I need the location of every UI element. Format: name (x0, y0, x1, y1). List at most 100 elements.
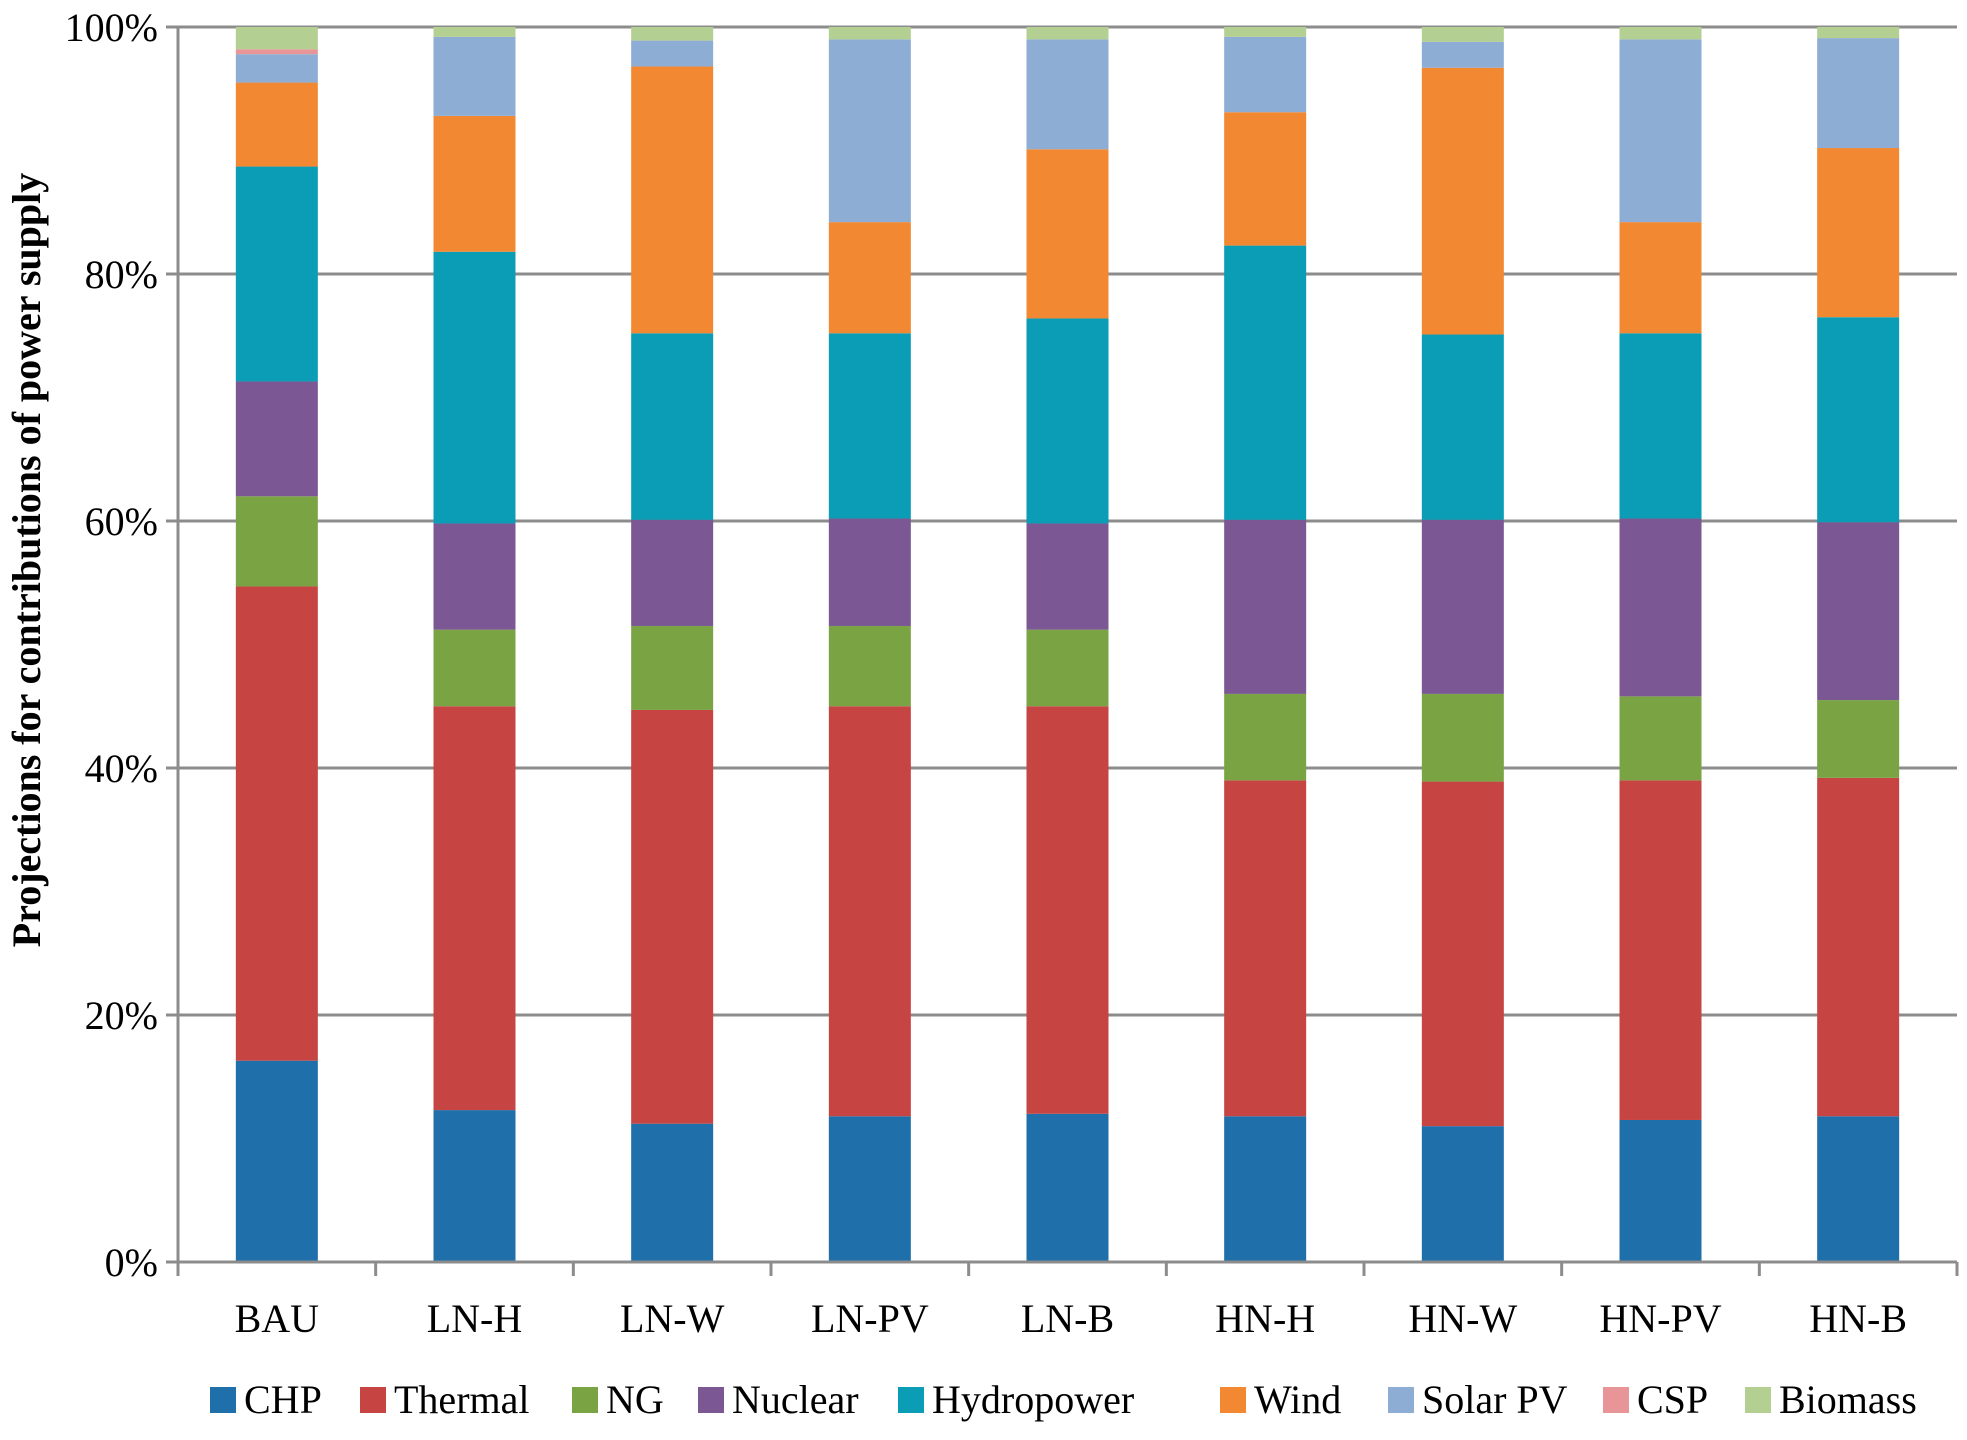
bar-ln-w-wind (631, 66, 714, 334)
legend-swatch-csp (1603, 1387, 1629, 1413)
x-label-ln-pv: LN-PV (811, 1296, 929, 1341)
bar-hn-pv-biomass (1619, 27, 1702, 40)
bar-ln-w-hydropower (631, 333, 714, 520)
bar-bau-solar-pv (235, 54, 318, 83)
bar-ln-h-wind (433, 115, 516, 252)
legend-label-chp: CHP (244, 1377, 322, 1422)
x-label-bau: BAU (235, 1296, 320, 1341)
legend-item-hydropower: Hydropower (898, 1377, 1134, 1422)
bar-ln-w-nuclear (631, 519, 714, 626)
y-tick-label-20: 20% (85, 993, 158, 1038)
legend: CHP Thermal NG Nuclear Hydropower Wind Solar P… (210, 1377, 1917, 1422)
legend-swatch-chp (210, 1387, 236, 1413)
bar-hn-h-biomass (1224, 27, 1307, 37)
y-tick-label-0: 0% (105, 1240, 158, 1285)
bar-bau-hydropower (235, 166, 318, 382)
bar-hn-h-solar-pv (1224, 36, 1307, 113)
bar-stack-hn-b (1817, 27, 1900, 1262)
bar-stack-ln-w (631, 27, 714, 1262)
bar-ln-b-chp (1026, 1113, 1109, 1262)
bar-ln-b-biomass (1026, 27, 1109, 40)
bar-hn-pv-wind (1619, 222, 1702, 334)
bar-hn-b-thermal (1817, 777, 1900, 1117)
x-label-ln-b: LN-B (1021, 1296, 1114, 1341)
bar-hn-h-ng (1224, 693, 1307, 781)
bar-hn-w-solar-pv (1421, 41, 1504, 68)
legend-label-csp: CSP (1637, 1377, 1708, 1422)
bar-hn-h-nuclear (1224, 519, 1307, 694)
legend-label-biomass: Biomass (1779, 1377, 1917, 1422)
y-tick-label-80: 80% (85, 252, 158, 297)
legend-label-thermal: Thermal (394, 1377, 530, 1422)
bar-hn-w-chp (1421, 1126, 1504, 1262)
x-label-hn-pv: HN-PV (1599, 1296, 1721, 1341)
x-label-hn-b: HN-B (1809, 1296, 1907, 1341)
bar-ln-pv-nuclear (828, 518, 911, 626)
bar-hn-h-hydropower (1224, 245, 1307, 520)
bar-ln-b-solar-pv (1026, 39, 1109, 150)
legend-label-hydropower: Hydropower (932, 1377, 1134, 1422)
bar-ln-w-biomass (631, 27, 714, 41)
bar-ln-h-solar-pv (433, 36, 516, 116)
bar-hn-w-nuclear (1421, 519, 1504, 694)
y-tick-label-40: 40% (85, 746, 158, 791)
bar-ln-pv-chp (828, 1116, 911, 1262)
bar-bau-csp (235, 49, 318, 55)
legend-swatch-biomass (1745, 1387, 1771, 1413)
bar-bau-thermal (235, 586, 318, 1061)
bar-hn-pv-hydropower (1619, 333, 1702, 519)
legend-item-biomass: Biomass (1745, 1377, 1917, 1422)
bar-ln-w-thermal (631, 709, 714, 1124)
bar-ln-w-solar-pv (631, 40, 714, 67)
legend-swatch-solar-pv (1388, 1387, 1414, 1413)
axes (166, 25, 1959, 1276)
bar-hn-pv-nuclear (1619, 518, 1702, 697)
bar-stack-hn-h (1224, 27, 1307, 1262)
bar-ln-h-hydropower (433, 251, 516, 524)
bar-stack-ln-pv (828, 27, 911, 1262)
bar-bau-wind (235, 82, 318, 167)
y-tick-label-60: 60% (85, 499, 158, 544)
bar-stack-ln-h (433, 27, 516, 1262)
bar-stack-ln-b (1026, 27, 1109, 1262)
bar-ln-w-ng (631, 625, 714, 710)
bar-hn-b-solar-pv (1817, 38, 1900, 149)
bar-ln-pv-wind (828, 222, 911, 334)
bar-hn-b-wind (1817, 148, 1900, 318)
legend-item-nuclear: Nuclear (698, 1377, 859, 1422)
bar-ln-pv-solar-pv (828, 39, 911, 223)
legend-label-solar-pv: Solar PV (1422, 1377, 1568, 1422)
x-label-ln-w: LN-W (620, 1296, 725, 1341)
bar-ln-w-chp (631, 1123, 714, 1262)
bar-ln-h-ng (433, 629, 516, 707)
bar-hn-b-biomass (1817, 27, 1900, 39)
bar-ln-b-thermal (1026, 706, 1109, 1114)
legend-label-wind: Wind (1254, 1377, 1341, 1422)
bar-stacks (235, 27, 1900, 1262)
bar-hn-w-ng (1421, 693, 1504, 782)
y-tick-label-100: 100% (65, 5, 158, 50)
bar-ln-b-wind (1026, 149, 1109, 319)
x-label-hn-h: HN-H (1215, 1296, 1315, 1341)
bar-hn-pv-thermal (1619, 780, 1702, 1120)
bar-stack-hn-pv (1619, 27, 1702, 1262)
bar-stack-hn-w (1421, 27, 1504, 1262)
legend-swatch-ng (572, 1387, 598, 1413)
legend-swatch-thermal (360, 1387, 386, 1413)
legend-item-wind: Wind (1220, 1377, 1341, 1422)
legend-swatch-nuclear (698, 1387, 724, 1413)
bar-ln-h-nuclear (433, 523, 516, 630)
bar-hn-h-chp (1224, 1116, 1307, 1262)
bar-hn-h-wind (1224, 112, 1307, 246)
bar-bau-ng (235, 496, 318, 587)
legend-item-chp: CHP (210, 1377, 322, 1422)
bar-hn-w-biomass (1421, 27, 1504, 42)
bar-ln-b-hydropower (1026, 318, 1109, 524)
legend-label-nuclear: Nuclear (732, 1377, 859, 1422)
bar-hn-w-wind (1421, 67, 1504, 335)
bar-hn-w-thermal (1421, 781, 1504, 1127)
bar-ln-pv-ng (828, 625, 911, 707)
bar-hn-w-hydropower (1421, 334, 1504, 520)
bar-hn-pv-ng (1619, 696, 1702, 781)
